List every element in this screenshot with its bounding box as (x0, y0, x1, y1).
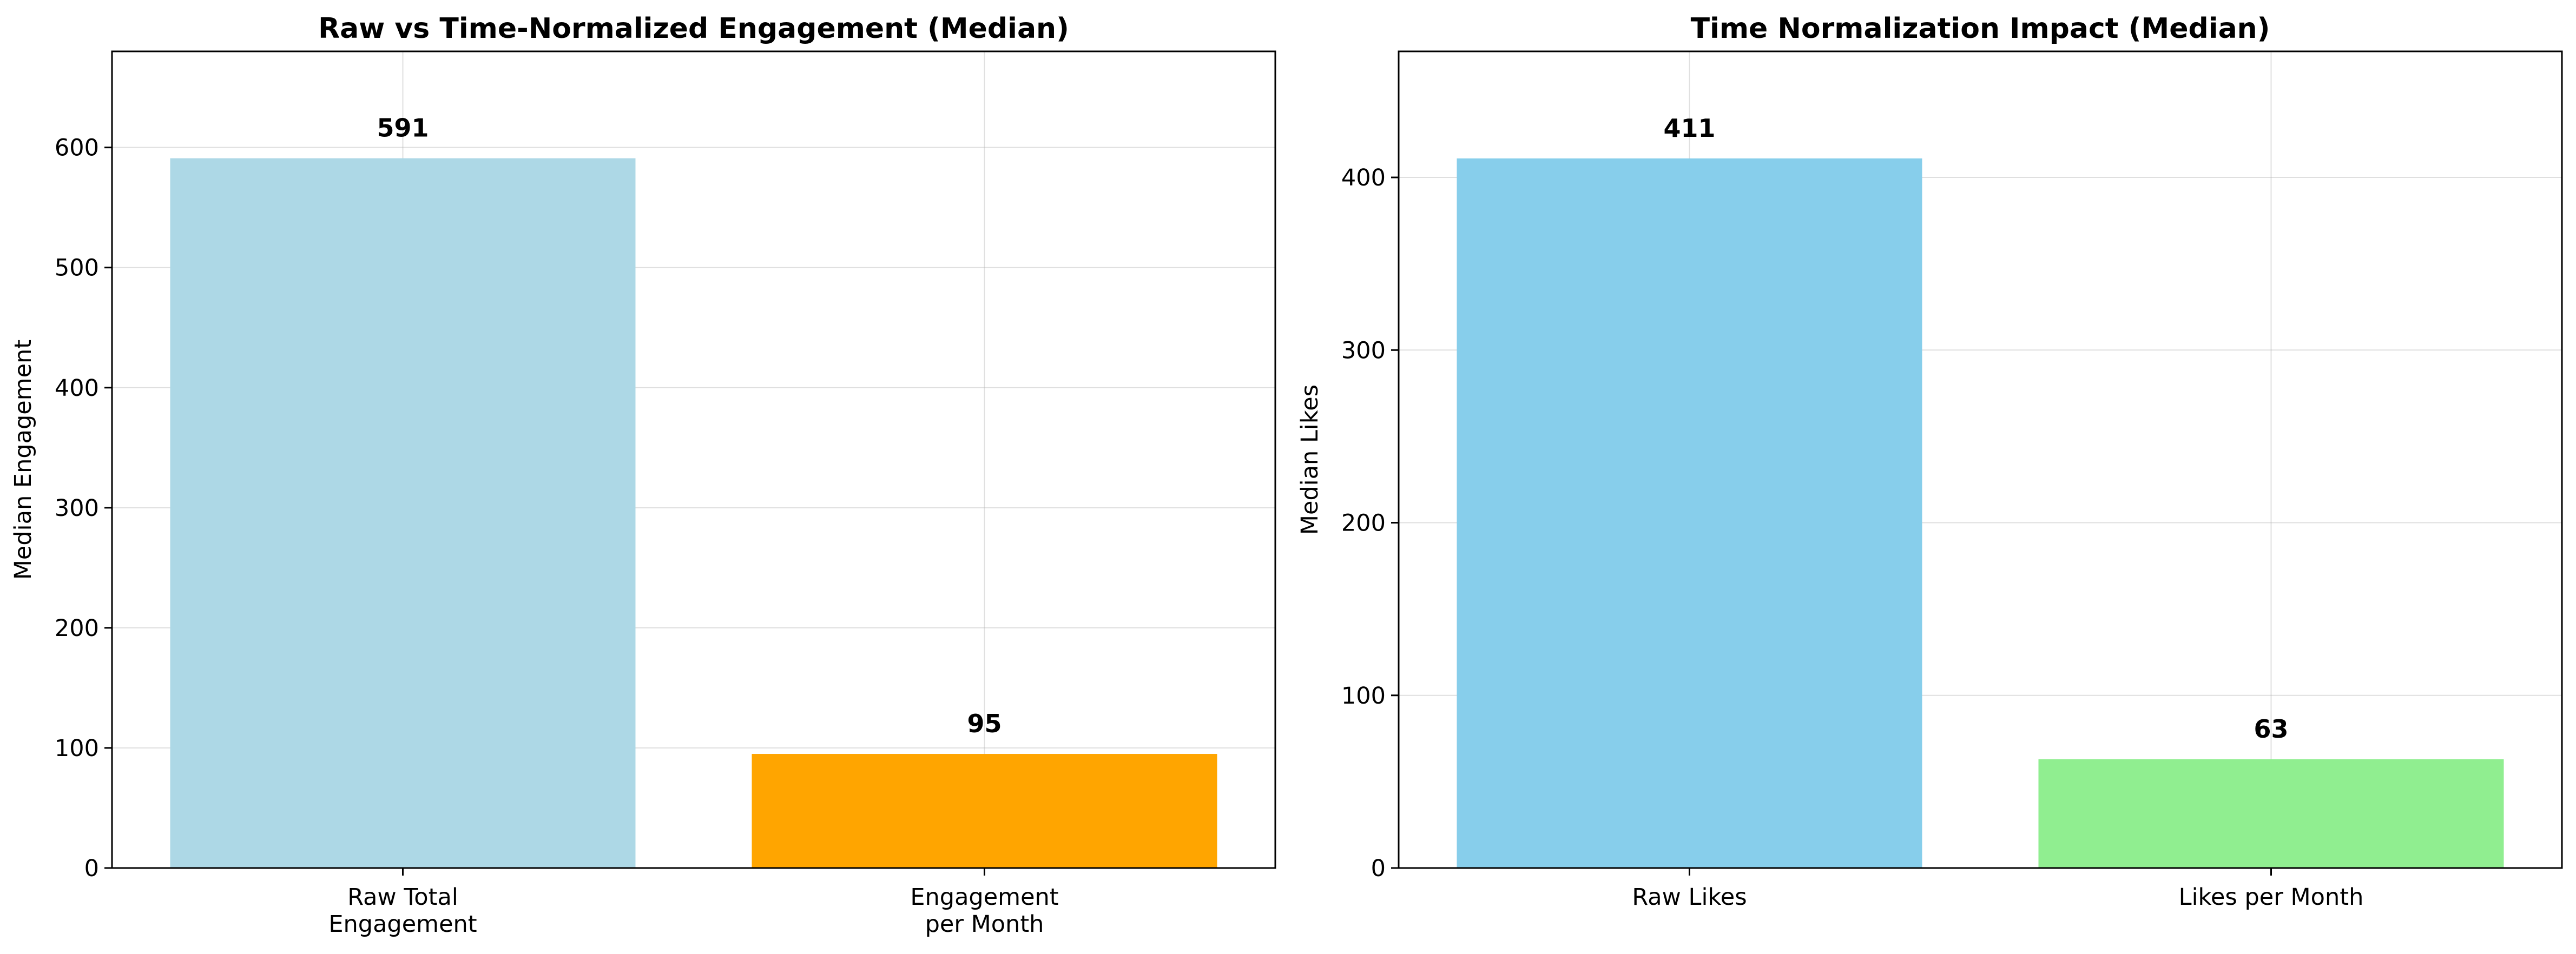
plot-frame (1398, 50, 2563, 869)
chart-title: Time Normalization Impact (Median) (1691, 12, 2270, 45)
y-tick-label-2: 200 (55, 615, 99, 642)
data-label-0: 591 (377, 114, 429, 143)
chart-panel-left: 591 95 0 100 200 300 400 500 600 Raw Total Engagem… (10, 12, 1276, 938)
chart-title: Raw vs Time-Normalized Engagement (Media… (318, 12, 1069, 45)
y-tick-label-2: 200 (1341, 510, 1386, 537)
data-label-1: 95 (967, 709, 1002, 738)
bar-0 (170, 158, 636, 869)
bar-1 (752, 754, 1217, 868)
plot-frame (111, 50, 1276, 869)
y-tick-label-1: 100 (1341, 683, 1386, 710)
y-axis-label: Median Engagement (10, 340, 37, 580)
bar-1 (2038, 759, 2504, 868)
y-tick-label-3: 300 (1341, 337, 1386, 364)
y-tick-label-4: 400 (55, 375, 99, 402)
data-label-1: 63 (2254, 714, 2288, 744)
data-label-0: 411 (1663, 114, 1715, 143)
y-tick-label-3: 300 (55, 495, 99, 522)
y-tick-label-6: 600 (55, 135, 99, 162)
x-tick-label-1: Engagement per Month (910, 884, 1058, 938)
y-tick-label-1: 100 (55, 735, 99, 762)
x-tick-label-0: Raw Likes (1632, 884, 1747, 911)
y-tick-label-4: 400 (1341, 164, 1386, 191)
chart-panel-right: 411 63 0 100 200 300 400 Raw Likes Likes per Mon… (1296, 12, 2563, 911)
x-tick-label-0: Raw Total Engagement (328, 884, 477, 938)
y-tick-label-0: 0 (1371, 855, 1386, 882)
y-tick-label-0: 0 (84, 855, 99, 882)
y-tick-label-5: 500 (55, 255, 99, 282)
y-axis-label: Median Likes (1296, 385, 1323, 535)
bar-0 (1457, 158, 1922, 869)
x-tick-label-1: Likes per Month (2179, 884, 2364, 911)
